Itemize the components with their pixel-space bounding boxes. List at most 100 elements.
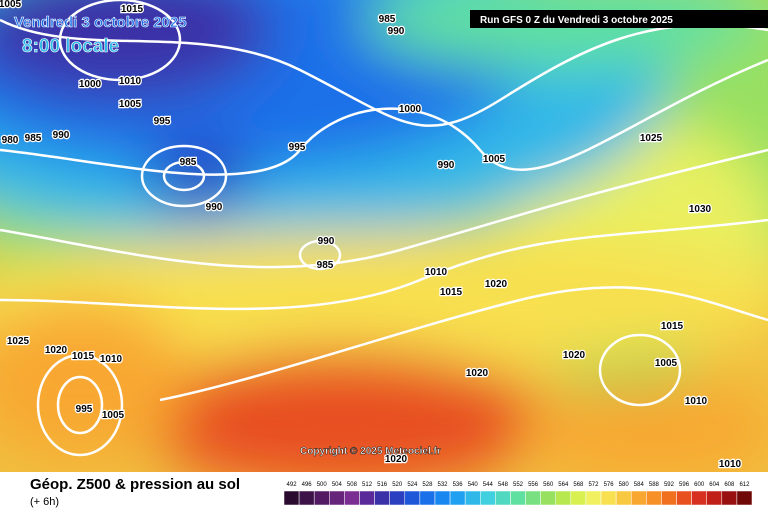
legend-label: 576 (604, 482, 615, 488)
legend-label: 572 (588, 482, 599, 488)
isobar-label: 1025 (640, 133, 663, 144)
isobar-label: 980 (2, 135, 19, 146)
legend-swatch (344, 490, 360, 506)
legend-label: 528 (422, 482, 433, 488)
legend-swatch (298, 490, 315, 506)
isobar-label: 1000 (79, 79, 102, 90)
legend-label: 584 (634, 482, 645, 488)
isobar-label: 985 (317, 260, 334, 271)
isobar-label: 990 (388, 26, 405, 37)
isobar-label: 995 (154, 116, 171, 127)
isobar-label: 1015 (440, 287, 463, 298)
legend-swatch (676, 490, 692, 506)
legend-label: 524 (407, 482, 418, 488)
legend-label: 508 (347, 482, 358, 488)
isobar-label: 1005 (483, 154, 506, 165)
legend-label: 544 (483, 482, 494, 488)
isobar-label: 985 (25, 133, 42, 144)
legend-swatch (691, 490, 707, 506)
footer-title: Géop. Z500 & pression au sol (30, 476, 240, 493)
legend-swatch (464, 490, 481, 506)
isobar-label: 1010 (100, 354, 123, 365)
isobar-label: 1020 (385, 454, 408, 465)
legend-label: 548 (498, 482, 509, 488)
legend-swatch (374, 490, 390, 506)
legend-swatch (540, 490, 556, 506)
legend-label: 520 (392, 482, 403, 488)
legend-label: 552 (513, 482, 524, 488)
legend-swatch (721, 490, 738, 506)
isobar-label: 990 (53, 130, 70, 141)
legend-label: 604 (709, 482, 720, 488)
legend-swatch (525, 490, 541, 506)
isobar-label: 1010 (425, 267, 448, 278)
legend-swatch (283, 490, 300, 506)
legend-swatch (585, 490, 602, 506)
isobar-label: 1025 (7, 336, 30, 347)
isobar-label: 1030 (689, 204, 712, 215)
legend-label: 540 (468, 482, 479, 488)
isobar-label: 1020 (485, 279, 508, 290)
isobar-label: 1005 (0, 0, 22, 10)
isobar-label: 1005 (102, 410, 125, 421)
legend-swatch (329, 490, 345, 506)
isobar-label: 1005 (655, 358, 678, 369)
isobar-label: 1010 (685, 396, 708, 407)
legend-label: 568 (573, 482, 584, 488)
isobar-label: 985 (180, 157, 197, 168)
legend-swatch (570, 490, 587, 506)
run-box (470, 10, 768, 28)
legend-label: 608 (724, 482, 735, 488)
legend-swatch (736, 490, 753, 506)
legend-swatch (646, 490, 662, 506)
legend-label: 556 (528, 482, 539, 488)
date: Vendredi 3 octobre 2025 (14, 14, 187, 31)
legend-swatch (449, 490, 466, 506)
legend-label: 500 (317, 482, 328, 488)
isobar-label: 1015 (661, 321, 684, 332)
legend-label: 592 (664, 482, 675, 488)
field (0, 0, 768, 490)
legend-swatch (510, 490, 526, 506)
copyright: Copyright © 2025 Meteociel.fr (300, 446, 441, 457)
run-label: Run GFS 0 Z du Vendredi 3 octobre 2025 (480, 15, 673, 26)
legend-swatch (404, 490, 421, 506)
legend-label: 492 (287, 482, 298, 488)
legend-swatch (389, 490, 406, 506)
isobar-lines (0, 0, 768, 457)
legend-swatch (615, 490, 632, 506)
isobar-label: 1015 (72, 351, 95, 362)
legend-swatch (706, 490, 723, 506)
isobar-label: 1005 (119, 99, 142, 110)
legend-label: 516 (377, 482, 388, 488)
legend-swatch (555, 490, 572, 506)
isobar-label: 1015 (121, 4, 144, 15)
legend-label: 512 (362, 482, 373, 488)
legend-label: 564 (558, 482, 569, 488)
legend-label: 496 (302, 482, 313, 488)
legend-label: 580 (619, 482, 630, 488)
legend: 492 496 500 504 508 512 516 520 524 528 532 536 540 5… (283, 482, 753, 506)
legend-label: 536 (453, 482, 464, 488)
time: 8:00 locale (22, 36, 119, 57)
isobar-label: 995 (76, 404, 93, 415)
legend-swatch (434, 490, 451, 506)
legend-swatch (419, 490, 436, 506)
legend-label: 612 (739, 482, 750, 488)
legend-label: 560 (543, 482, 554, 488)
isobar-label: 990 (318, 236, 335, 247)
legend-swatch (313, 490, 330, 506)
legend-swatch (600, 490, 617, 506)
legend-swatch (630, 490, 647, 506)
footer-lead: (+ 6h) (30, 496, 59, 508)
isobar-label: 995 (289, 142, 306, 153)
isobar-label: 985 (379, 14, 396, 25)
legend-label: 532 (438, 482, 449, 488)
legend-swatch (359, 490, 375, 506)
legend-label: 600 (694, 482, 705, 488)
isobar-label: 990 (206, 202, 223, 213)
legend-label: 596 (679, 482, 690, 488)
